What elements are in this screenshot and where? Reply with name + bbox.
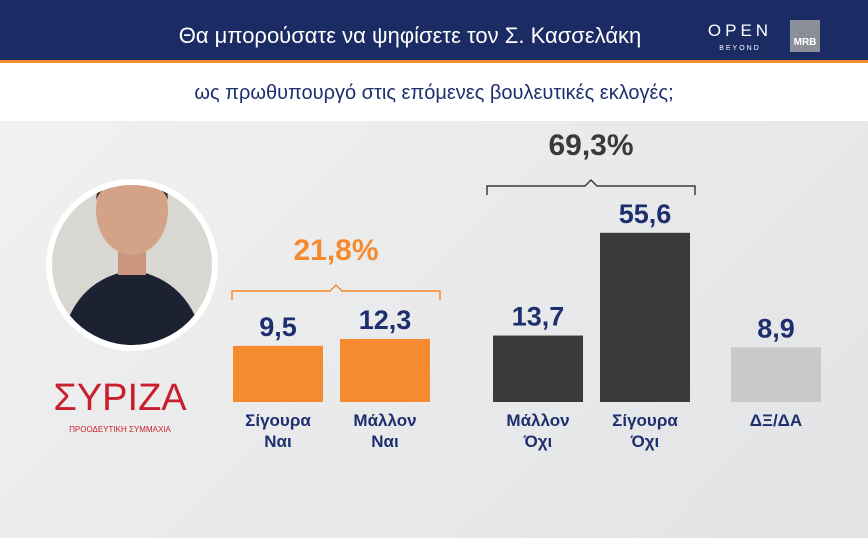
bracket — [486, 178, 696, 195]
value-label: 12,3 — [359, 305, 412, 335]
bar — [340, 338, 430, 402]
brand: OPEN — [708, 21, 772, 40]
bar — [600, 232, 690, 402]
brand-sub: BEYOND — [719, 45, 761, 52]
group-total: 69,3% — [548, 129, 633, 162]
pollster: MRB — [794, 37, 817, 48]
photo — [52, 185, 212, 345]
bar — [731, 347, 821, 402]
category-label: Σίγουρα Όχι — [612, 411, 678, 451]
category-label: Μάλλον Ναι — [353, 411, 417, 451]
value-label: 55,6 — [619, 199, 672, 229]
subtitle-band — [0, 63, 868, 121]
category-label: Μάλλον Όχι — [506, 411, 570, 451]
bar — [233, 345, 323, 402]
value-label: 9,5 — [259, 312, 297, 342]
party-logo: ΣΥΡΙΖΑ — [53, 377, 187, 419]
pollster-logo — [790, 20, 820, 52]
value-label: 13,7 — [512, 302, 565, 332]
party-subtitle: ΠΡΟΟΔΕΥΤΙΚΗ ΣΥΜΜΑΧΙΑ — [69, 425, 171, 434]
bracket — [231, 283, 441, 300]
bar — [493, 335, 583, 402]
title-banner — [0, 0, 868, 60]
title: Θα μπορούσατε να ψηφίσετε τον Σ. Κασσελά… — [179, 23, 642, 48]
category-label: ΔΞ/ΔΑ — [749, 411, 803, 430]
subtitle: ως πρωθυπουργό στις επόμενες βουλευτικές… — [194, 82, 673, 104]
group-total: 21,8% — [293, 234, 378, 267]
category-label: Σίγουρα Ναι — [245, 411, 311, 451]
banner-rule — [0, 60, 868, 63]
value-label: 8,9 — [757, 313, 795, 343]
